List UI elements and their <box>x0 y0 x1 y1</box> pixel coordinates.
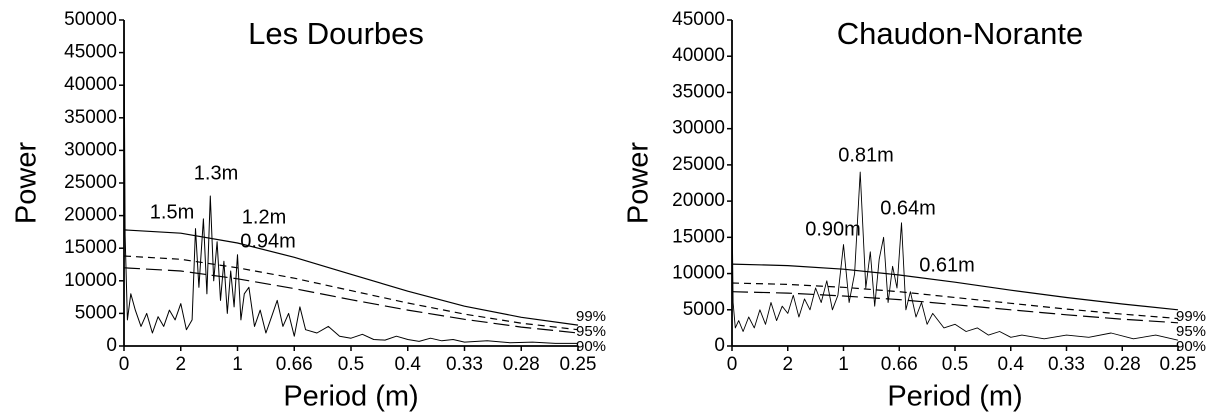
peak-annotation: 1.2m <box>242 206 286 228</box>
x-tick-label: 0.4 <box>998 354 1025 375</box>
peak-annotation: 0.64m <box>880 197 936 219</box>
x-tick-label: 2 <box>782 354 793 375</box>
y-tick-label: 30000 <box>64 139 117 160</box>
series-label: 99% <box>1176 308 1206 325</box>
y-tick-label: 15000 <box>64 237 117 258</box>
data-line <box>123 229 579 326</box>
y-tick-label: 40000 <box>672 45 725 66</box>
y-tick-label: 35000 <box>64 107 117 128</box>
x-tick-label: 0.4 <box>395 354 422 375</box>
data-line <box>123 267 579 334</box>
y-tick-label: 0 <box>106 335 117 356</box>
y-tick-label: 45000 <box>64 42 117 63</box>
y-tick-label: 5000 <box>75 302 117 323</box>
y-tick-label: 25000 <box>64 172 117 193</box>
y-tick-label: 20000 <box>64 205 117 226</box>
data-line <box>731 171 1179 341</box>
x-tick-label: 0.25 <box>560 354 597 375</box>
x-tick-label: 2 <box>175 354 186 375</box>
x-tick-label: 1 <box>232 354 243 375</box>
x-tick-label: 0.28 <box>503 354 540 375</box>
y-tick-label: 15000 <box>672 226 725 247</box>
x-tick-label: 1 <box>838 354 849 375</box>
y-tick-label: 50000 <box>64 9 117 30</box>
x-tick-label: 0 <box>119 354 130 375</box>
peak-annotation: 1.5m <box>150 201 194 223</box>
y-tick-label: 10000 <box>672 263 725 284</box>
y-tick-label: 10000 <box>64 270 117 291</box>
y-tick-label: 35000 <box>672 81 725 102</box>
series-label: 90% <box>576 338 606 355</box>
x-tick-label: 0.25 <box>1160 354 1197 375</box>
series-label: 90% <box>1176 338 1206 355</box>
peak-annotation: 0.90m <box>805 218 861 240</box>
y-tick-label: 30000 <box>672 118 725 139</box>
data-line <box>123 19 578 344</box>
x-tick-label: 0.33 <box>1048 354 1085 375</box>
chart-title: Les Dourbes <box>248 16 424 51</box>
peak-annotation: 1.3m <box>194 162 238 184</box>
data-line <box>731 263 1179 311</box>
x-tick-label: 0.66 <box>276 354 313 375</box>
x-tick-label: 0.5 <box>338 354 364 375</box>
y-axis-label: Power <box>11 142 43 225</box>
x-axis-label: Period (m) <box>283 381 418 413</box>
peak-annotation: 0.81m <box>838 144 894 166</box>
x-axis-label: Period (m) <box>887 381 1022 413</box>
x-tick-label: 0.66 <box>881 354 918 375</box>
chart-title: Chaudon-Norante <box>837 16 1083 51</box>
y-tick-label: 5000 <box>683 299 725 320</box>
y-tick-label: 25000 <box>672 154 725 175</box>
x-tick-label: 0.33 <box>446 354 483 375</box>
y-axis-label: Power <box>623 142 655 225</box>
x-tick-label: 0 <box>727 354 738 375</box>
series-label: 95% <box>1176 323 1206 340</box>
data-line <box>731 282 1179 320</box>
peak-annotation: 0.94m <box>240 230 296 252</box>
peak-annotation: 0.61m <box>919 254 975 276</box>
x-tick-label: 0.28 <box>1104 354 1141 375</box>
x-tick-label: 0.5 <box>942 354 968 375</box>
data-line <box>731 291 1179 324</box>
y-tick-label: 20000 <box>672 190 725 211</box>
data-line <box>123 255 579 331</box>
y-tick-label: 45000 <box>672 9 725 30</box>
series-label: 95% <box>576 323 606 340</box>
y-tick-label: 40000 <box>64 74 117 95</box>
series-label: 99% <box>576 308 606 325</box>
y-tick-label: 0 <box>714 335 725 356</box>
